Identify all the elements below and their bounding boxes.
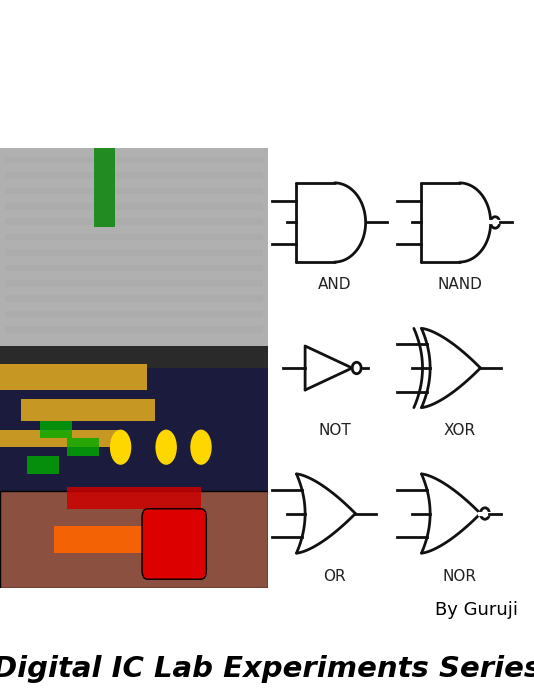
Bar (5, 188, 263, 194)
Bar (5, 280, 263, 286)
Bar (5, 265, 263, 271)
Bar (67, 438, 99, 456)
FancyBboxPatch shape (0, 491, 268, 588)
Bar (67, 486, 201, 509)
Bar (5, 295, 263, 302)
Bar (5, 203, 263, 209)
Circle shape (155, 430, 177, 465)
Circle shape (110, 430, 131, 465)
Text: AND: AND (318, 277, 351, 293)
Text: XOR: XOR (443, 423, 476, 438)
Text: OR: OR (323, 568, 346, 584)
Bar (0, 368, 268, 491)
Bar (5, 234, 263, 240)
Bar (0, 148, 268, 346)
Text: NAND: NAND (437, 277, 482, 293)
Bar (5, 157, 263, 163)
Text: By Guruji: By Guruji (435, 601, 518, 620)
Circle shape (190, 430, 211, 465)
Bar (5, 218, 263, 225)
Bar (5, 311, 263, 317)
Bar (53, 526, 174, 553)
Text: Digital IC Lab Experiments Series: Digital IC Lab Experiments Series (0, 654, 534, 682)
Bar (5, 172, 263, 178)
Bar (21, 399, 155, 421)
Text: with Digital ICs: with Digital ICs (112, 94, 422, 128)
Text: Study of TTL Logic Gates: Study of TTL Logic Gates (13, 27, 521, 62)
Text: NOT: NOT (318, 423, 351, 438)
Bar (27, 456, 59, 474)
Bar (94, 148, 115, 228)
Text: NOR: NOR (443, 568, 476, 584)
Bar (5, 326, 263, 332)
Bar (5, 249, 263, 256)
FancyBboxPatch shape (142, 509, 206, 579)
Bar (0, 363, 147, 390)
Bar (0, 430, 121, 447)
Bar (40, 421, 73, 438)
